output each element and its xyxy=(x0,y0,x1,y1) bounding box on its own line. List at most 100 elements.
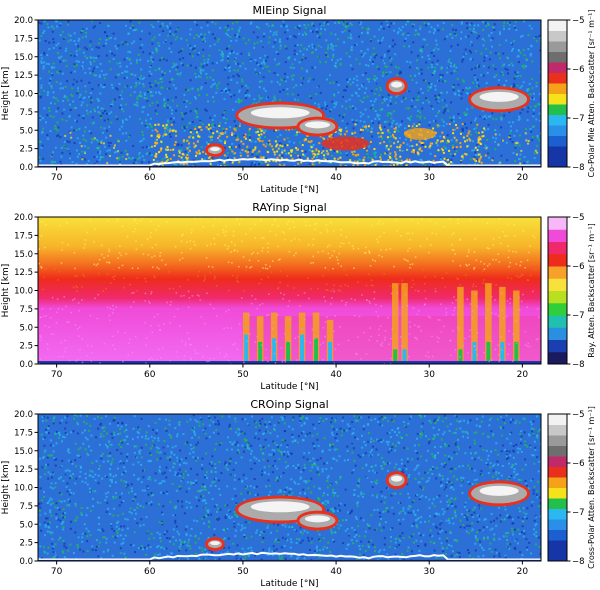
noise-speck xyxy=(205,93,208,96)
noise-speck xyxy=(393,110,396,113)
noise-speck xyxy=(264,65,267,68)
noise-speck xyxy=(81,101,84,104)
noise-speck xyxy=(445,486,448,489)
noise-speck xyxy=(109,68,112,71)
noise-speck xyxy=(267,163,270,166)
noise-speck xyxy=(90,101,93,104)
noise-speck xyxy=(497,315,500,317)
noise-speck xyxy=(443,145,446,148)
noise-speck xyxy=(91,70,94,73)
aerosol-speck xyxy=(459,132,462,135)
noise-speck xyxy=(459,284,462,286)
noise-speck xyxy=(486,72,489,75)
noise-speck xyxy=(248,95,251,98)
noise-speck xyxy=(286,76,289,79)
noise-speck xyxy=(63,516,66,519)
noise-speck xyxy=(330,467,333,470)
noise-speck xyxy=(200,85,203,88)
noise-speck xyxy=(482,65,485,68)
noise-speck xyxy=(116,62,119,65)
noise-speck xyxy=(125,480,128,483)
noise-speck xyxy=(269,423,272,426)
noise-speck xyxy=(59,60,62,63)
noise-speck xyxy=(227,245,230,248)
noise-speck xyxy=(272,24,275,27)
noise-speck xyxy=(333,93,336,96)
noise-speck xyxy=(453,509,456,512)
noise-speck xyxy=(65,305,67,308)
noise-speck xyxy=(349,105,352,108)
noise-speck xyxy=(260,62,263,65)
noise-speck xyxy=(500,336,502,338)
noise-speck xyxy=(475,131,478,134)
noise-speck xyxy=(178,545,181,548)
noise-speck xyxy=(55,44,58,47)
aerosol-speck xyxy=(274,140,277,143)
noise-speck xyxy=(351,105,354,108)
noise-speck xyxy=(353,267,355,269)
noise-speck xyxy=(161,86,164,89)
noise-speck xyxy=(354,299,356,301)
noise-speck xyxy=(40,336,42,339)
noise-speck xyxy=(512,83,515,86)
noise-speck xyxy=(163,72,166,75)
noise-speck xyxy=(133,301,135,303)
noise-speck xyxy=(323,21,326,24)
noise-speck xyxy=(129,306,132,308)
noise-speck xyxy=(389,362,392,364)
aerosol-speck xyxy=(311,157,314,160)
noise-speck xyxy=(318,106,321,109)
noise-speck xyxy=(272,321,275,324)
noise-speck xyxy=(204,82,207,85)
noise-speck xyxy=(510,125,513,128)
noise-speck xyxy=(339,326,341,328)
aerosol-speck xyxy=(156,135,159,138)
noise-speck xyxy=(473,268,475,270)
noise-speck xyxy=(112,276,114,278)
noise-speck xyxy=(316,433,319,436)
noise-speck xyxy=(342,95,345,98)
noise-speck xyxy=(456,77,459,80)
noise-speck xyxy=(211,122,214,125)
noise-speck xyxy=(217,432,220,435)
aerosol-speck xyxy=(265,160,268,163)
y-tick-label: 10.0 xyxy=(14,287,33,297)
noise-speck xyxy=(98,152,101,155)
noise-speck xyxy=(518,309,521,311)
noise-speck xyxy=(380,249,382,251)
noise-speck xyxy=(237,217,239,220)
aerosol-speck xyxy=(169,129,172,132)
noise-speck xyxy=(44,523,47,526)
noise-speck xyxy=(280,25,283,28)
noise-speck xyxy=(216,284,218,287)
noise-speck xyxy=(83,247,85,249)
noise-speck xyxy=(224,132,227,135)
noise-speck xyxy=(469,303,472,305)
noise-speck xyxy=(421,218,423,220)
noise-speck xyxy=(506,22,509,25)
noise-speck xyxy=(534,543,537,546)
noise-speck xyxy=(256,127,259,130)
noise-speck xyxy=(140,68,143,71)
noise-speck xyxy=(228,359,230,362)
noise-speck xyxy=(58,434,61,437)
aerosol-speck xyxy=(359,128,362,131)
noise-speck xyxy=(183,99,186,102)
noise-speck xyxy=(118,106,121,109)
noise-speck xyxy=(506,68,509,71)
noise-speck xyxy=(373,92,376,95)
noise-speck xyxy=(323,437,326,440)
attenuation-core xyxy=(402,349,407,364)
noise-speck xyxy=(158,67,161,70)
noise-speck xyxy=(185,112,188,115)
noise-speck xyxy=(47,63,50,66)
noise-speck xyxy=(105,54,108,57)
noise-speck xyxy=(231,22,234,25)
aerosol-speck xyxy=(380,128,383,131)
noise-speck xyxy=(326,493,329,496)
noise-speck xyxy=(50,154,53,157)
noise-speck xyxy=(185,462,188,465)
noise-speck xyxy=(390,418,393,421)
colorbar-swatch xyxy=(548,62,567,73)
noise-speck xyxy=(330,421,333,424)
